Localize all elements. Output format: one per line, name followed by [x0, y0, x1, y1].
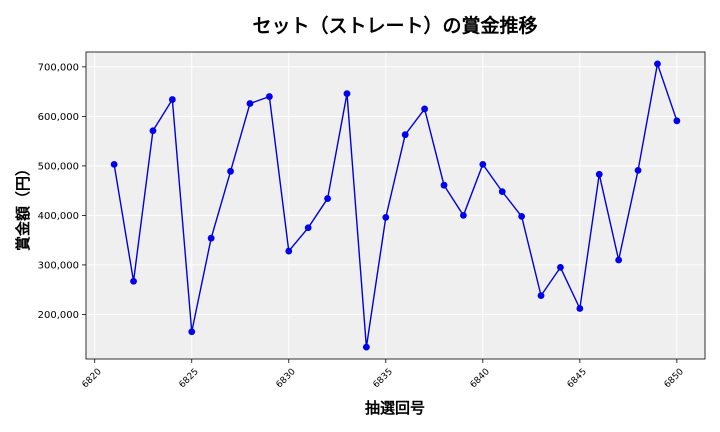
- data-point: [673, 117, 681, 125]
- data-point: [265, 93, 273, 100]
- y-tick-label: 500,000: [38, 161, 79, 172]
- y-axis-label: 賞金額（円）: [14, 161, 32, 251]
- data-point: [615, 256, 623, 264]
- x-tick-label: 6830: [275, 367, 298, 390]
- grid-lines: [86, 52, 705, 359]
- data-point: [246, 100, 254, 107]
- data-point: [440, 181, 448, 189]
- plot-frame: [85, 51, 706, 360]
- data-point: [149, 127, 157, 135]
- data-point: [130, 277, 137, 285]
- x-axis-label: 抽選回号: [365, 399, 425, 417]
- data-point: [401, 131, 409, 139]
- data-point: [382, 213, 390, 221]
- series-line: [113, 61, 678, 348]
- data-point: [324, 195, 331, 202]
- y-tick-label: 700,000: [38, 62, 79, 73]
- data-point: [595, 170, 603, 178]
- x-tick-label: 6825: [178, 367, 201, 390]
- data-point: [227, 167, 234, 175]
- data-point: [188, 328, 196, 336]
- data-point: [479, 161, 487, 168]
- data-point: [654, 60, 661, 68]
- data-point: [304, 224, 312, 232]
- data-point: [421, 105, 429, 113]
- y-tick-label: 200,000: [38, 310, 79, 321]
- x-tick-label: 6820: [81, 367, 104, 390]
- data-point: [343, 90, 351, 97]
- data-series: [110, 60, 681, 351]
- y-tick-label: 600,000: [38, 112, 79, 123]
- data-point: [537, 292, 545, 300]
- x-tick-label: 6850: [663, 367, 686, 390]
- data-point: [634, 166, 642, 174]
- x-tick-label: 6845: [566, 367, 589, 390]
- y-tick-label: 300,000: [38, 260, 79, 271]
- data-point: [285, 247, 293, 255]
- data-point: [498, 188, 506, 196]
- data-point: [576, 305, 584, 312]
- chart-title: セット（ストレート）の賞金推移: [252, 14, 537, 37]
- x-tick-label: 6840: [469, 367, 492, 390]
- y-tick-label: 400,000: [38, 211, 79, 222]
- data-point: [362, 343, 370, 351]
- axes: [82, 51, 706, 363]
- plot-area: [86, 52, 705, 359]
- data-point: [168, 96, 176, 103]
- data-point: [518, 212, 526, 220]
- data-point: [207, 234, 215, 242]
- data-point: [110, 161, 118, 168]
- data-point: [460, 212, 467, 219]
- data-point: [557, 263, 564, 271]
- x-tick-label: 6835: [372, 367, 395, 390]
